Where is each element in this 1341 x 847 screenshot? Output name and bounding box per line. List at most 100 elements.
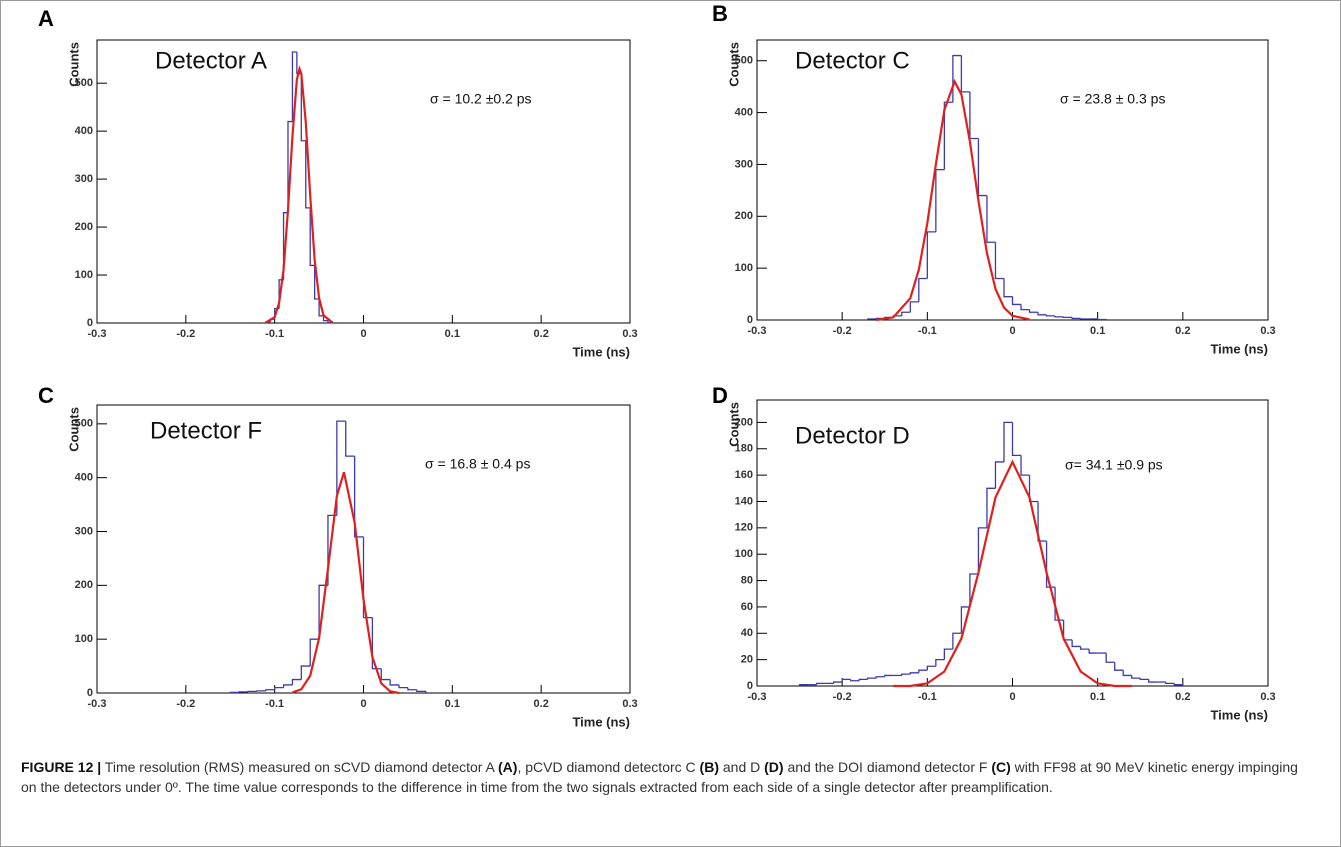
- histogram-bin: [345, 421, 355, 457]
- caption: FIGURE 12 | Time resolution (RMS) measur…: [21, 757, 1311, 797]
- histogram-bin: [952, 54, 962, 103]
- histogram-bin: [1037, 312, 1047, 316]
- histogram-bin: [901, 311, 911, 316]
- y-tick-label: 180: [735, 443, 753, 455]
- panel-label: D: [712, 383, 728, 408]
- histogram-bin: [1079, 646, 1090, 650]
- histogram-bin: [247, 690, 257, 693]
- x-tick-label: -0.2: [176, 328, 195, 340]
- caption-text: , pCVD diamond detectorc C: [517, 759, 700, 775]
- histogram-bin: [327, 320, 334, 324]
- histogram-bin: [291, 678, 302, 685]
- y-tick-label: 400: [75, 472, 93, 484]
- histogram-bin: [380, 668, 391, 681]
- y-tick-label: 200: [75, 221, 93, 233]
- x-tick-label: -0.1: [265, 328, 284, 340]
- x-axis-label: Time (ns): [1210, 341, 1268, 356]
- y-axis-label: Counts: [726, 402, 741, 447]
- histogram-bin: [833, 681, 843, 684]
- fit-annotation: σ= 34.1 ±0.9 ps: [1065, 457, 1163, 473]
- histogram-bin: [952, 632, 962, 650]
- caption-ref: (B): [699, 759, 719, 775]
- x-tick-label: -0.3: [88, 698, 107, 710]
- histogram-bin: [1003, 278, 1013, 298]
- y-tick-label: 0: [87, 317, 93, 329]
- histogram-bin: [815, 682, 826, 685]
- caption-label: FIGURE 12 |: [21, 759, 102, 775]
- x-tick-label: 0.2: [534, 328, 549, 340]
- y-tick-label: 200: [75, 579, 93, 591]
- histogram-bin: [850, 679, 860, 682]
- plot-frame: [756, 39, 1269, 321]
- histogram-bin: [1011, 422, 1022, 457]
- caption-ref: (A): [498, 759, 518, 775]
- histogram-bin: [986, 195, 996, 243]
- x-tick-label: 0.3: [622, 698, 637, 710]
- histogram-bin: [1071, 639, 1081, 648]
- y-axis-label: Counts: [66, 407, 81, 452]
- histogram-bin: [336, 420, 346, 516]
- panel-title: Detector C: [795, 47, 910, 74]
- x-axis-label: Time (ns): [1210, 707, 1268, 722]
- histogram-bin: [1003, 421, 1013, 462]
- y-tick-label: 100: [735, 548, 753, 560]
- histogram-bin: [296, 51, 302, 75]
- y-tick-label: 120: [735, 522, 753, 534]
- histogram-bin: [300, 73, 306, 142]
- histogram-bin: [1088, 649, 1098, 654]
- histogram-bin: [909, 301, 919, 313]
- x-tick-label: 0.3: [1260, 691, 1275, 703]
- x-tick-label: 0.1: [445, 698, 460, 710]
- histogram-bin: [875, 676, 885, 679]
- panel-title: Detector A: [155, 47, 267, 74]
- x-tick-label: 0.2: [1175, 691, 1190, 703]
- histogram-bin: [918, 669, 928, 673]
- x-axis-label: Time (ns): [572, 344, 630, 359]
- histogram-bin: [960, 606, 970, 634]
- histogram-bin: [926, 231, 936, 279]
- x-tick-label: 0.1: [445, 328, 460, 340]
- histogram-bin: [1062, 620, 1073, 641]
- histogram-bin: [318, 299, 324, 317]
- histogram-bin: [1062, 316, 1073, 319]
- histogram-bin: [943, 648, 953, 660]
- histogram-bin: [960, 55, 970, 93]
- histogram-bin: [909, 672, 919, 675]
- histogram-bin: [977, 138, 987, 197]
- histogram-bin: [901, 673, 911, 676]
- y-tick-label: 400: [75, 125, 93, 137]
- panel-label: B: [712, 1, 728, 26]
- x-tick-label: -0.2: [833, 691, 852, 703]
- histogram-bin: [291, 51, 297, 122]
- x-tick-label: 0.3: [1260, 325, 1275, 337]
- fit-curve: [893, 459, 1132, 688]
- histogram-bin: [841, 678, 851, 683]
- x-tick-label: -0.1: [918, 691, 937, 703]
- histogram-bin: [1020, 304, 1030, 311]
- fit-annotation: σ = 23.8 ± 0.3 ps: [1060, 91, 1165, 107]
- caption-text: and D: [718, 759, 765, 775]
- histogram-bin: [1054, 315, 1064, 318]
- histogram-bin: [1131, 675, 1141, 679]
- x-tick-label: -0.3: [748, 691, 767, 703]
- y-tick-label: 200: [735, 210, 753, 222]
- caption-text: with FF98 at 90 MeV kinetic energy impin…: [21, 759, 1298, 795]
- histogram-bin: [994, 461, 1004, 489]
- histogram-bin: [300, 665, 311, 680]
- y-tick-label: 300: [75, 173, 93, 185]
- x-tick-label: 0.1: [1090, 325, 1105, 337]
- histogram-bin: [1011, 296, 1022, 306]
- histogram-bin: [265, 689, 275, 691]
- y-tick-label: 100: [735, 262, 753, 274]
- histogram-bin: [1173, 683, 1184, 686]
- histogram-bin: [398, 684, 408, 689]
- histogram-bin: [322, 315, 328, 322]
- caption-text: and the DOI diamond detector F: [783, 759, 992, 775]
- y-tick-label: 500: [735, 55, 753, 67]
- x-tick-label: -0.3: [88, 328, 107, 340]
- x-tick-label: -0.1: [918, 325, 937, 337]
- histogram-bin: [977, 527, 987, 574]
- x-tick-label: 0: [1009, 691, 1015, 703]
- y-axis-label: Counts: [726, 42, 741, 87]
